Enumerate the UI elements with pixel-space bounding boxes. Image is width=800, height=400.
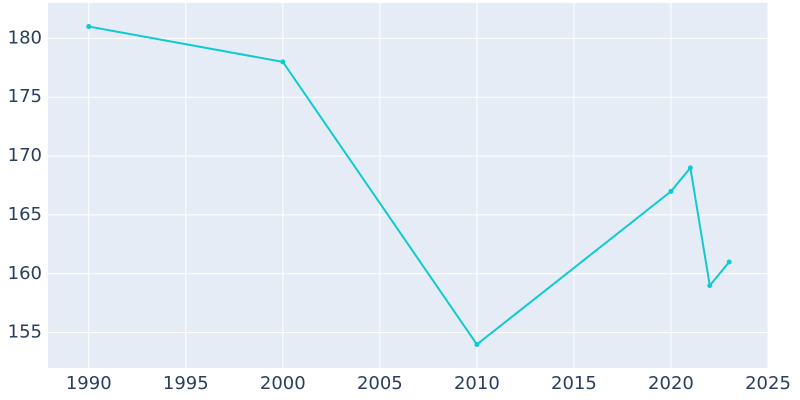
y-tick-label: 155 <box>8 322 42 343</box>
x-tick-label: 2000 <box>260 373 306 394</box>
data-point <box>668 188 674 194</box>
x-tick-label: 1990 <box>66 373 112 394</box>
plot-area <box>48 3 768 368</box>
x-tick-label: 1995 <box>163 373 209 394</box>
x-tick-label: 2025 <box>745 373 791 394</box>
data-point <box>474 341 480 347</box>
data-point <box>726 259 732 265</box>
x-tick-label: 2005 <box>357 373 403 394</box>
y-tick-label: 160 <box>8 263 42 284</box>
data-point <box>687 165 693 171</box>
x-tick-label: 2015 <box>551 373 597 394</box>
x-tick-label: 2020 <box>648 373 694 394</box>
data-point <box>86 24 92 30</box>
x-tick-label: 2010 <box>454 373 500 394</box>
y-tick-label: 175 <box>8 86 42 107</box>
data-point <box>280 59 286 65</box>
y-tick-label: 165 <box>8 204 42 225</box>
y-tick-label: 180 <box>8 27 42 48</box>
data-point <box>707 283 713 289</box>
y-tick-label: 170 <box>8 145 42 166</box>
